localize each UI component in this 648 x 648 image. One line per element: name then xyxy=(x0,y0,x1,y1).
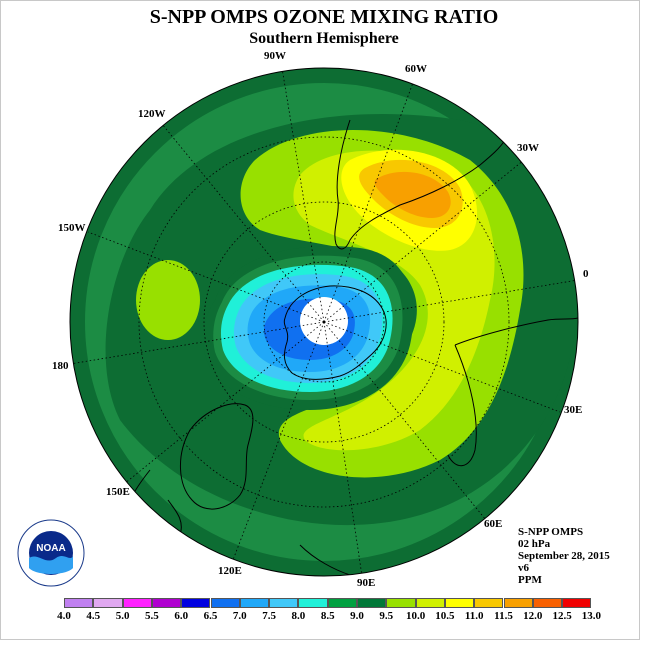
colorbar-swatch xyxy=(181,598,211,608)
info-satellite: S-NPP OMPS xyxy=(518,526,584,538)
lon-label-90e: 90E xyxy=(357,577,376,589)
lon-label-30e: 30E xyxy=(564,404,583,416)
ozone-field xyxy=(70,68,578,576)
coast-islands xyxy=(299,544,351,576)
colorbar-tick-label: 5.0 xyxy=(115,610,130,622)
figure-title: S-NPP OMPS OZONE MIXING RATIO xyxy=(149,6,499,28)
frame-border xyxy=(0,0,640,640)
colorbar-swatch xyxy=(122,598,152,608)
colorbar-swatch xyxy=(93,598,123,608)
colorbar-tick-label: 9.5 xyxy=(379,610,394,622)
colorbar-tick-label: 5.5 xyxy=(145,610,159,622)
coast-antarctica xyxy=(283,285,387,380)
colorbar-tick-label: 9.0 xyxy=(350,610,364,622)
colorbar-swatch xyxy=(562,598,592,608)
colorbar-swatch xyxy=(415,598,445,608)
colorbar-tick-label: 11.0 xyxy=(464,610,484,622)
colorbar-tick-label: 12.0 xyxy=(523,610,543,622)
colorbar-tick-label: 7.5 xyxy=(262,610,276,622)
colorbar-swatch xyxy=(210,598,240,608)
lon-label-120w: 120W xyxy=(138,108,166,120)
coast-africa xyxy=(447,317,578,467)
colorbar-tick-label: 8.5 xyxy=(320,610,335,622)
noaa-logo: NOAA xyxy=(17,519,85,587)
lon-label-120e: 120E xyxy=(218,565,242,577)
colorbar-swatch xyxy=(298,598,328,608)
coast-australia xyxy=(179,403,254,510)
lon-label-150e: 150E xyxy=(106,486,130,498)
colorbar-tick-label: 4.5 xyxy=(86,610,101,622)
colorbar-swatch xyxy=(357,598,387,608)
colorbar-tick-label: 10.0 xyxy=(405,610,426,622)
map-boundary xyxy=(69,67,579,577)
lon-label-60e: 60E xyxy=(484,518,503,530)
colorbar-swatch xyxy=(386,598,416,608)
colorbar-swatch xyxy=(239,598,270,608)
info-units: PPM xyxy=(518,574,542,586)
colorbar-tick-label: 11.5 xyxy=(494,610,513,622)
coast-south-america xyxy=(334,119,506,250)
lon-label-30w: 30W xyxy=(517,142,539,154)
noaa-logo-text: NOAA xyxy=(36,543,65,554)
colorbar-swatch xyxy=(151,598,182,608)
ozone-band-11.5 xyxy=(374,171,451,218)
colorbar-tick-label: 8.0 xyxy=(291,610,306,622)
lon-label-60w: 60W xyxy=(405,63,427,75)
colorbar-swatch xyxy=(532,598,563,608)
colorbar-swatch xyxy=(269,598,299,608)
coastlines xyxy=(129,119,578,576)
ozone-band-9.5-island xyxy=(136,260,200,340)
graticule xyxy=(70,68,578,576)
colorbar-swatch xyxy=(503,598,533,608)
colorbar-tick-label: 4.0 xyxy=(57,610,71,622)
colorbar-tick-label: 6.5 xyxy=(203,610,218,622)
colorbar-swatch xyxy=(327,598,357,608)
lon-label-180: 180 xyxy=(52,360,69,372)
colorbar-tick-label: 12.5 xyxy=(552,610,572,622)
colorbar-tick-label: 7.0 xyxy=(232,610,247,622)
colorbar-tick-label: 10.5 xyxy=(435,610,455,622)
colorbar-swatch xyxy=(474,598,504,608)
colorbar-tick-label: 13.0 xyxy=(581,610,602,622)
lon-label-150w: 150W xyxy=(58,222,86,234)
colorbar-swatch xyxy=(64,598,94,608)
info-pressure-level: 02 hPa xyxy=(518,538,551,550)
colorbar-swatch xyxy=(444,598,475,608)
lon-label-0: 0 xyxy=(583,268,589,280)
lon-label-90w: 90W xyxy=(264,50,286,62)
colorbar-tick-label: 6.0 xyxy=(174,610,189,622)
figure-subtitle: Southern Hemisphere xyxy=(249,30,399,47)
info-version: v6 xyxy=(518,562,529,574)
info-date: September 28, 2015 xyxy=(518,550,610,562)
